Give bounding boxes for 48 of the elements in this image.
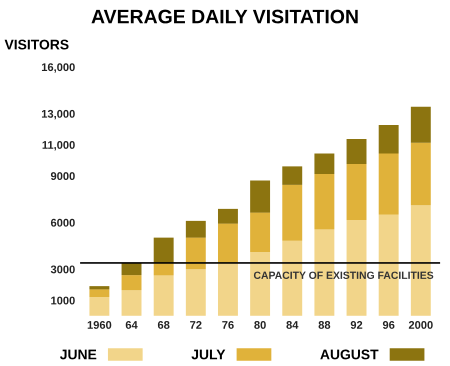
bar xyxy=(218,224,238,264)
bar xyxy=(154,275,174,316)
y-tick-label: 1000 xyxy=(51,296,75,304)
y-axis-title: VISITORS xyxy=(4,40,69,50)
bar xyxy=(282,166,302,185)
bar xyxy=(154,238,174,263)
y-tick-label: 6000 xyxy=(50,218,75,227)
x-tick-label: 96 xyxy=(382,321,394,329)
x-tick-label: 1960 xyxy=(88,321,112,329)
x-tick-label: 72 xyxy=(190,321,202,329)
legend-label: JULY xyxy=(191,350,226,360)
bar xyxy=(410,142,431,206)
x-tick-label: 80 xyxy=(254,321,266,329)
bar xyxy=(410,106,431,143)
bar xyxy=(346,164,366,220)
x-tick-label: 2000 xyxy=(408,321,433,329)
x-tick-label: 92 xyxy=(350,321,362,329)
bar xyxy=(186,220,206,238)
bar xyxy=(250,212,270,252)
legend-label: AUGUST xyxy=(320,350,378,360)
y-tick-label: 16,000 xyxy=(42,63,75,73)
bar xyxy=(122,290,142,316)
chart-title: AVERAGE DAILY VISITATION xyxy=(91,10,358,24)
y-tick-label: 13,000 xyxy=(42,110,75,120)
bar xyxy=(218,263,238,316)
bar xyxy=(346,139,366,164)
bar xyxy=(122,275,142,290)
y-tick-label: 11,000 xyxy=(42,141,75,150)
bar xyxy=(314,153,334,174)
bar xyxy=(378,153,399,214)
bar xyxy=(186,238,206,270)
bar xyxy=(89,286,110,290)
bar xyxy=(89,297,110,316)
x-tick-label: 84 xyxy=(286,321,298,329)
x-tick-label: 76 xyxy=(222,321,234,329)
bar xyxy=(218,208,238,224)
bar xyxy=(378,125,399,154)
bar xyxy=(314,174,334,230)
bar xyxy=(250,180,270,213)
x-tick-label: 88 xyxy=(318,321,330,329)
x-tick-label: 68 xyxy=(158,321,170,329)
x-tick-label: 64 xyxy=(126,321,138,329)
bar xyxy=(282,184,302,241)
bar xyxy=(89,289,110,298)
bar xyxy=(186,269,206,316)
y-tick-label: 9000 xyxy=(50,172,75,180)
legend-label: JUNE xyxy=(60,350,96,360)
y-tick-label: 3000 xyxy=(50,265,75,274)
